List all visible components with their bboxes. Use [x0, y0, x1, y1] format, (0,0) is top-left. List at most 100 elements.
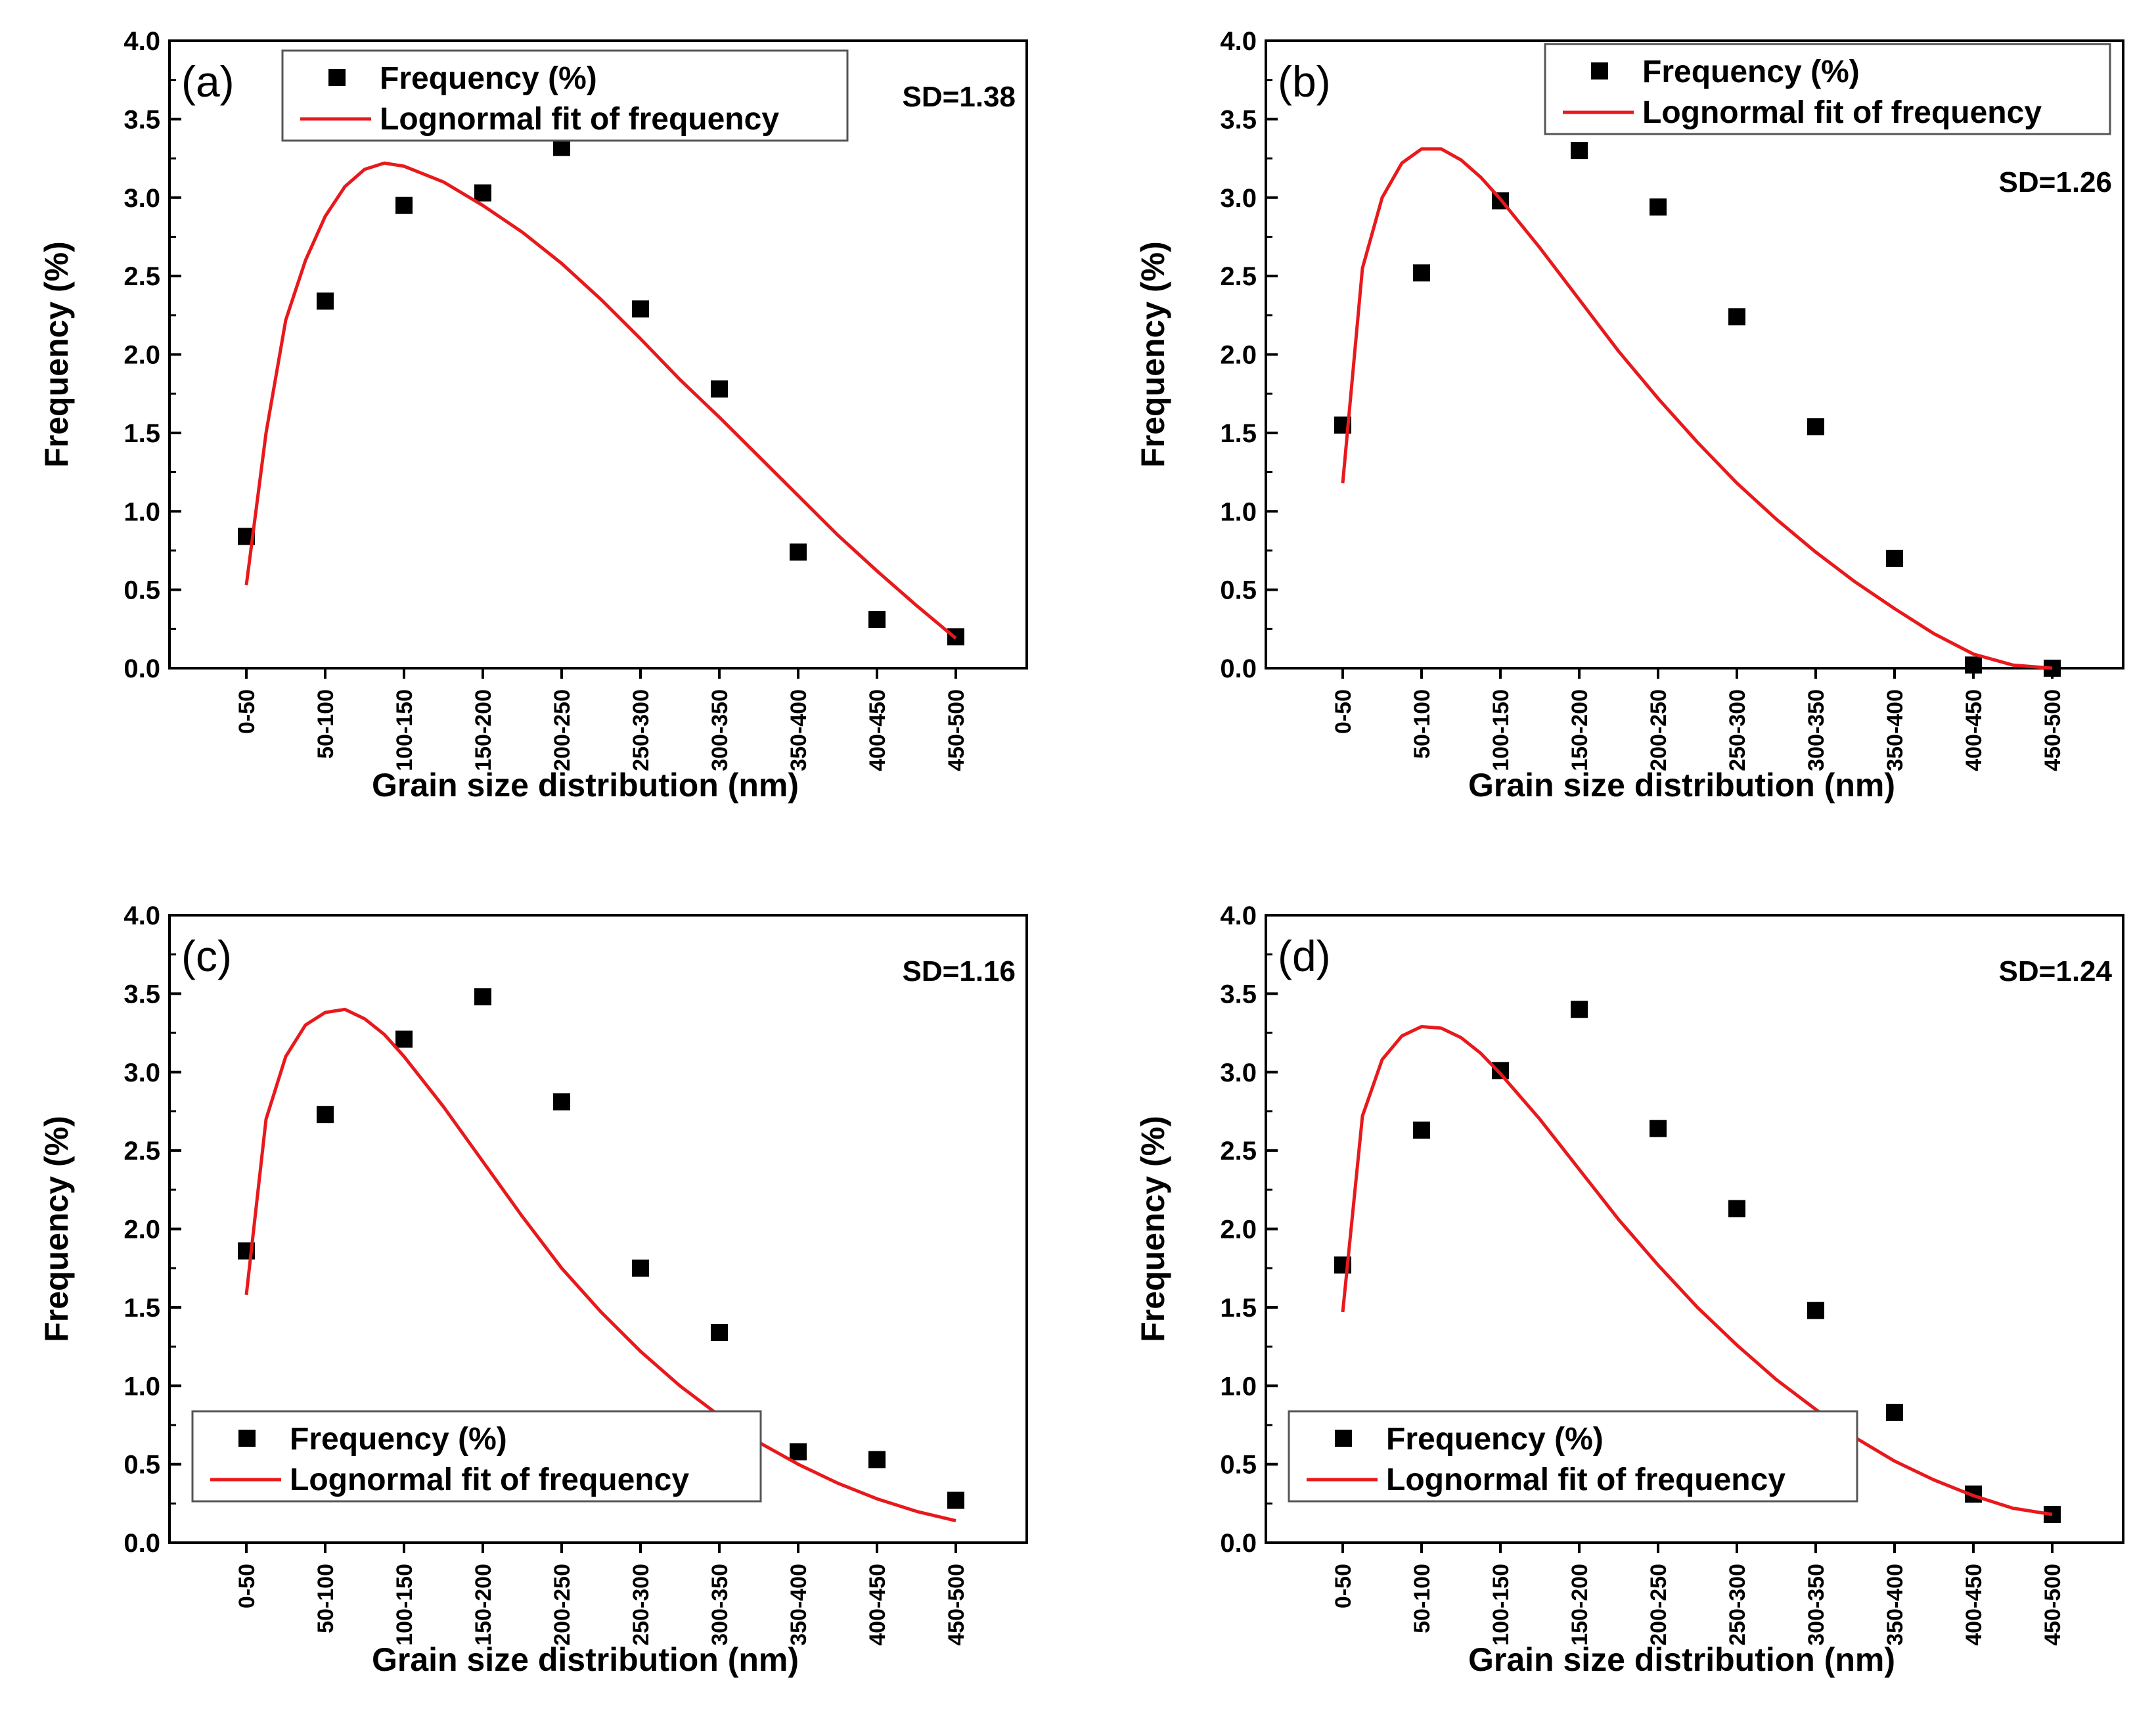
x-tick-label: 400-450: [865, 1564, 890, 1646]
x-tick-label: 0-50: [1331, 1564, 1356, 1608]
x-tick-label: 350-400: [1883, 1564, 1908, 1646]
frequency-point: [790, 543, 807, 561]
panel-c: 0.0 0.5 1.0 1.5 2.0 2.5 3.0 3.5 4.0 0-50 50-100 100…: [38, 901, 1028, 1678]
panel-a: 0.0 0.5 1.0 1.5 2.0 2.5 3.0 3.5 4.0 0-50 50-100 100…: [38, 27, 1028, 804]
legend-marker-square: [328, 69, 346, 86]
x-tick-label: 300-350: [707, 1564, 732, 1646]
x-tick-label: 450-500: [944, 689, 969, 771]
frequency-point: [1413, 1122, 1430, 1139]
y-tick-label: 4.0: [124, 901, 160, 930]
frequency-point: [1886, 549, 1903, 567]
y-axis-title: Frequency (%): [38, 1116, 75, 1342]
frequency-point: [632, 300, 649, 318]
y-tick-label: 0.0: [124, 1529, 160, 1558]
y-tick-label: 3.5: [1220, 980, 1257, 1009]
legend-label-fit: Lognormal fit of frequency: [1642, 95, 2042, 130]
y-tick-label: 1.0: [1220, 1372, 1257, 1401]
y-tick-label: 0.0: [1220, 654, 1257, 683]
y-tick-label: 3.5: [1220, 105, 1257, 134]
y-tick-label: 3.0: [1220, 1058, 1257, 1087]
y-tick-label: 2.0: [1220, 1215, 1257, 1244]
x-tick-label: 400-450: [1962, 1564, 1987, 1646]
x-axis-title: Grain size distribution (nm): [372, 1641, 799, 1678]
frequency-point: [868, 1451, 886, 1468]
x-tick-label: 250-300: [1725, 1564, 1750, 1646]
y-tick-label: 0.0: [1220, 1529, 1257, 1558]
x-tick-label: 150-200: [1567, 1564, 1592, 1646]
x-tick-label: 350-400: [786, 1564, 811, 1646]
frequency-point: [790, 1443, 807, 1461]
frequency-point: [553, 1093, 570, 1111]
y-axis-title: Frequency (%): [1134, 241, 1171, 468]
y-tick-label: 3.0: [124, 184, 160, 213]
lognormal-fit-line: [1341, 147, 2053, 670]
y-tick-label: 0.0: [124, 654, 160, 683]
x-tick-label: 300-350: [1804, 689, 1829, 771]
x-tick-label: 50-100: [313, 689, 338, 759]
legend-label-frequency: Frequency (%): [1386, 1422, 1604, 1457]
legend-label-frequency: Frequency (%): [290, 1422, 507, 1457]
x-tick-label: 100-150: [392, 1564, 417, 1646]
frequency-point: [1650, 1120, 1667, 1137]
x-tick-label: 150-200: [471, 689, 496, 771]
x-axis-title: Grain size distribution (nm): [1468, 767, 1895, 804]
legend-marker-square: [238, 1430, 256, 1447]
legend: Frequency (%) Lognormal fit of frequency: [281, 49, 849, 142]
y-tick-label: 2.0: [124, 341, 160, 370]
panel-label: (b): [1278, 57, 1331, 106]
y-tick-label: 2.0: [1220, 341, 1257, 370]
frequency-point: [1571, 142, 1588, 160]
y-tick-label: 1.0: [124, 497, 160, 526]
frequency-point: [947, 1491, 964, 1509]
legend-box: [191, 1410, 762, 1503]
x-tick-label: 350-400: [786, 689, 811, 771]
x-tick-label: 100-150: [1489, 1564, 1514, 1646]
x-tick-label: 450-500: [2040, 689, 2065, 771]
frequency-point: [1807, 418, 1824, 436]
x-tick-label: 250-300: [629, 1564, 654, 1646]
frequency-point: [395, 1030, 413, 1048]
frequency-point: [1413, 264, 1430, 282]
frequency-point: [553, 139, 570, 156]
x-tick-label: 100-150: [392, 689, 417, 771]
x-tick-label: 200-250: [550, 689, 575, 771]
x-tick-label: 200-250: [550, 1564, 575, 1646]
x-tick-label: 150-200: [471, 1564, 496, 1646]
y-tick-label: 4.0: [1220, 27, 1257, 56]
legend-label-frequency: Frequency (%): [1642, 55, 1860, 89]
legend-label-fit: Lognormal fit of frequency: [1386, 1463, 1785, 1497]
y-tick-label: 1.5: [1220, 419, 1257, 448]
panel-label: (a): [181, 57, 235, 106]
x-axis-title: Grain size distribution (nm): [372, 767, 799, 804]
frequency-point: [632, 1260, 649, 1277]
x-tick-label: 450-500: [944, 1564, 969, 1646]
y-tick-label: 4.0: [1220, 901, 1257, 930]
frequency-point: [1728, 308, 1745, 326]
legend-box: [1544, 43, 2111, 135]
y-tick-label: 0.5: [1220, 576, 1257, 605]
panel-label: (d): [1278, 932, 1331, 980]
y-tick-label: 3.0: [124, 1058, 160, 1087]
y-tick-label: 1.0: [124, 1372, 160, 1401]
legend-marker-square: [1335, 1430, 1352, 1447]
sd-annotation: SD=1.24: [1999, 955, 2113, 988]
frequency-point: [1650, 198, 1667, 216]
y-tick-label: 3.5: [124, 980, 160, 1009]
lognormal-fit-line: [244, 161, 957, 640]
y-tick-label: 0.5: [124, 1451, 160, 1480]
legend: Frequency (%) Lognormal fit of frequency: [1288, 1410, 1858, 1503]
x-tick-label: 350-400: [1883, 689, 1908, 771]
frequency-point: [1571, 1001, 1588, 1018]
x-tick-label: 300-350: [1804, 1564, 1829, 1646]
x-tick-label: 250-300: [1725, 689, 1750, 771]
y-tick-label: 1.5: [1220, 1294, 1257, 1323]
x-tick-label: 0-50: [235, 689, 259, 734]
legend-box: [281, 49, 849, 142]
frequency-point: [1728, 1200, 1745, 1217]
legend-marker-square: [1591, 62, 1608, 79]
sd-annotation: SD=1.26: [1999, 166, 2112, 198]
x-tick-label: 0-50: [1331, 689, 1356, 734]
sd-annotation: SD=1.38: [903, 81, 1016, 113]
x-tick-label: 200-250: [1646, 689, 1671, 771]
panel-d: 0.0 0.5 1.0 1.5 2.0 2.5 3.0 3.5 4.0 0-50 50-100 100…: [1134, 901, 2124, 1678]
